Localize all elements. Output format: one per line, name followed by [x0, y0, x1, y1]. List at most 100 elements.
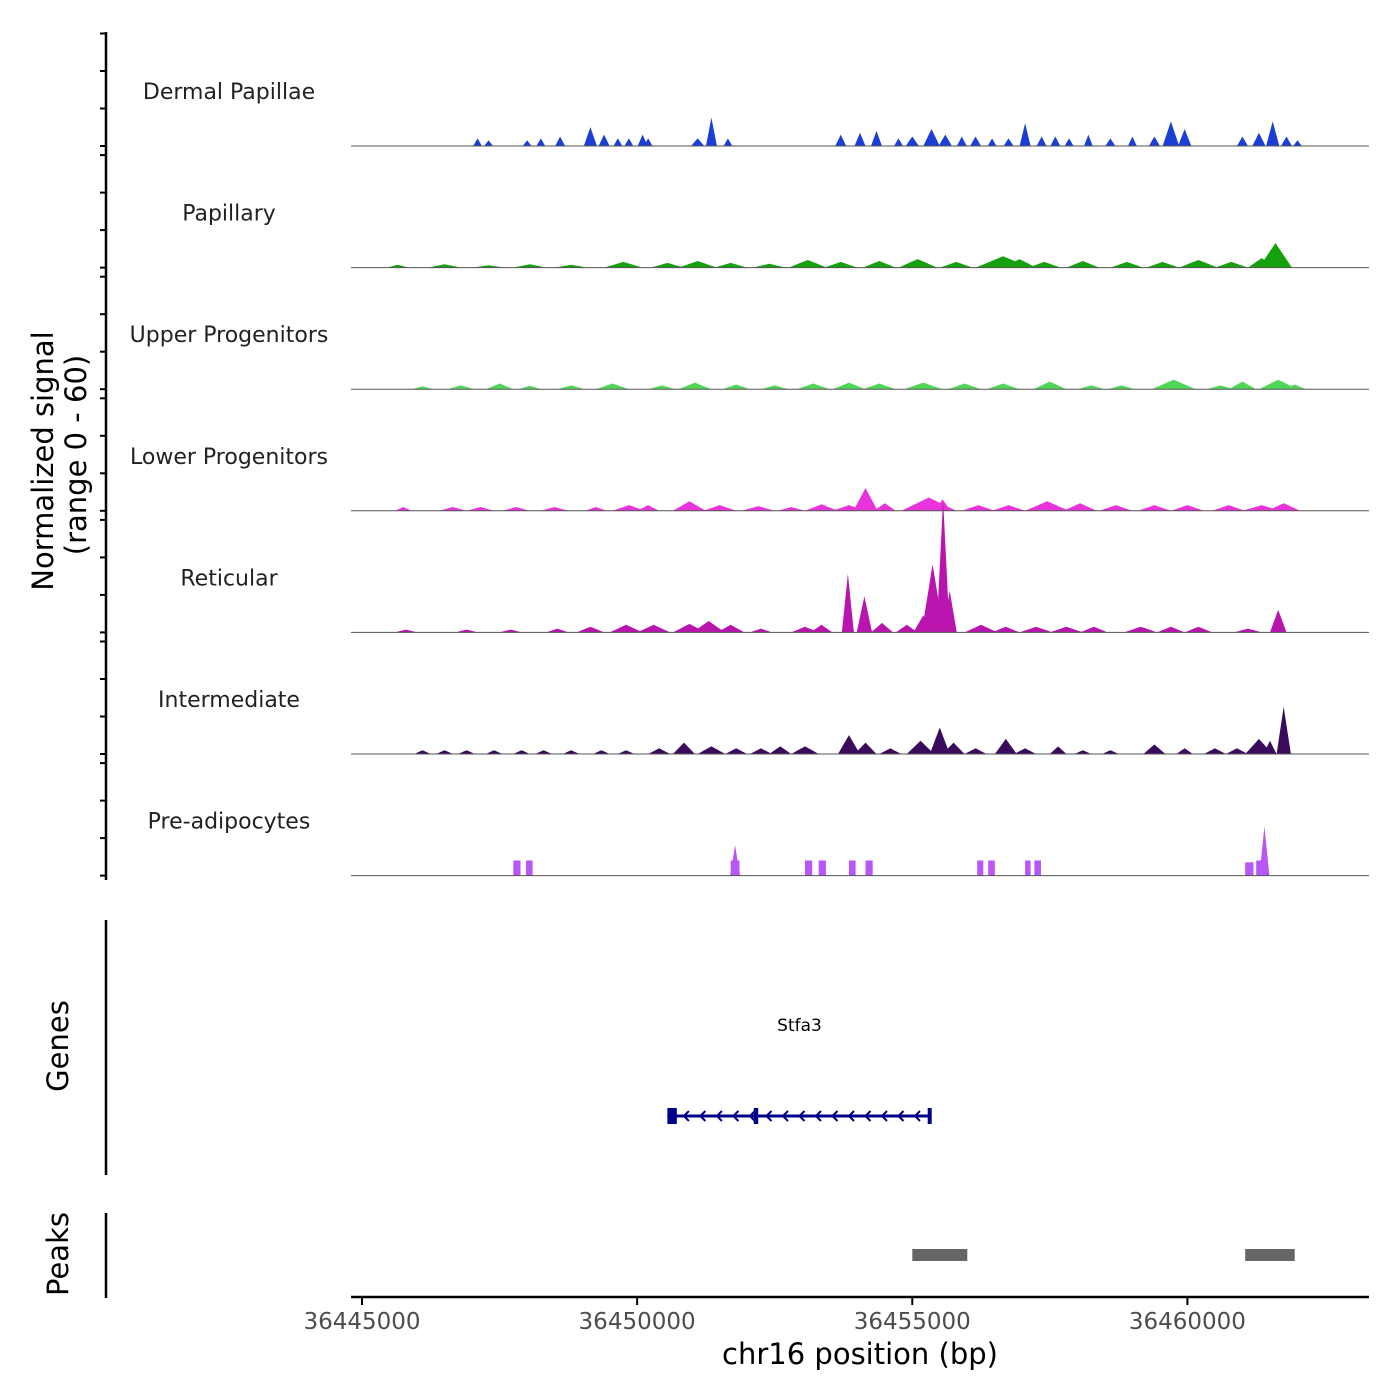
- coverage-peak: [987, 138, 997, 146]
- coverage-peak: [1077, 385, 1105, 390]
- coverage-peak: [1049, 746, 1067, 754]
- coverage-spike: [730, 845, 741, 876]
- strand-arrow: [781, 1110, 789, 1122]
- coverage-peak: [752, 263, 786, 268]
- coverage-peak: [1124, 626, 1158, 633]
- peak-region: [1245, 1249, 1295, 1261]
- coverage-peak: [761, 385, 789, 390]
- coverage-peak: [923, 129, 940, 146]
- coverage-peak: [1228, 381, 1257, 390]
- coverage-peak: [513, 264, 547, 268]
- coverage-peak: [613, 138, 623, 146]
- coverage-peak: [637, 624, 671, 633]
- track-pre-adipocytes: Pre-adipocytes: [148, 810, 1369, 877]
- coverage-peak: [1214, 261, 1248, 268]
- coverage-peak: [540, 507, 569, 511]
- coverage-peak: [796, 383, 830, 390]
- coverage-peak: [643, 138, 653, 146]
- coverage-peak: [1146, 261, 1180, 268]
- coverage-peak: [1063, 503, 1097, 511]
- track-lower-progenitors: Lower Progenitors: [130, 445, 1369, 512]
- coverage-peak: [617, 750, 635, 754]
- coverage-peak: [436, 750, 453, 754]
- coverage-peak: [904, 382, 943, 390]
- coverage-peak: [1281, 136, 1292, 146]
- gene-exon: [927, 1108, 932, 1124]
- coverage-peak: [557, 385, 585, 390]
- coverage-peak: [1157, 626, 1185, 633]
- coverage-peak: [723, 138, 733, 146]
- coverage-block: [865, 860, 873, 876]
- gene-model-stfa3: Stfa3: [667, 1016, 932, 1124]
- coverage-peak: [428, 264, 462, 268]
- coverage-peak: [485, 383, 514, 390]
- coverage-peak: [1036, 136, 1047, 146]
- coverage-peak: [411, 386, 434, 390]
- coverage-peak: [455, 629, 478, 633]
- coverage-peak: [1206, 385, 1235, 390]
- coverage-block: [805, 860, 813, 876]
- coverage-peak: [624, 138, 634, 146]
- strand-arrow: [831, 1110, 839, 1122]
- coverage-peak: [956, 136, 967, 146]
- coverage-peak: [502, 507, 530, 511]
- coverage-peak: [906, 740, 935, 754]
- x-axis-ticks: 36445000 36450000 36455000 36460000: [303, 1297, 1246, 1335]
- coverage-peak: [714, 262, 748, 268]
- coverage-peak: [1176, 748, 1193, 754]
- coverage-peak: [994, 738, 1017, 754]
- coverage-peak: [898, 259, 937, 268]
- coverage-peak: [672, 501, 706, 511]
- coverage-peak: [856, 596, 873, 633]
- coverage-peak: [862, 383, 896, 390]
- coverage-peak: [1252, 132, 1266, 146]
- coverage-peak: [1019, 626, 1053, 633]
- coverage-peak: [697, 746, 726, 754]
- coverage-peak: [879, 748, 902, 754]
- coverage-peak: [934, 499, 951, 511]
- coverage-peak: [678, 261, 717, 268]
- strand-arrow: [864, 1110, 872, 1122]
- coverage-peak: [824, 261, 858, 268]
- coverage-peak: [832, 382, 866, 390]
- coverage-block: [526, 860, 533, 876]
- gene-exon: [753, 1108, 759, 1124]
- coverage-peak: [395, 629, 417, 633]
- coverage-peak: [1258, 243, 1292, 268]
- coverage-peak: [1110, 261, 1144, 268]
- coverage-peak: [583, 127, 597, 146]
- coverage-peak: [513, 750, 530, 754]
- coverage-peak: [871, 622, 893, 633]
- coverage-peak: [791, 746, 819, 754]
- coverage-peak: [499, 629, 522, 633]
- coverage-peak: [853, 488, 878, 511]
- coverage-block: [1245, 862, 1254, 876]
- coverage-peak: [805, 504, 838, 511]
- coverage-peak: [612, 505, 646, 511]
- coverage-peak: [604, 261, 643, 268]
- coverage-peak: [473, 138, 482, 146]
- coverage-peak: [871, 130, 882, 146]
- coverage-peak: [1151, 379, 1196, 390]
- x-tick-label: 36450000: [579, 1309, 696, 1335]
- coverage-peak: [970, 136, 982, 146]
- coverage-peak: [458, 750, 475, 754]
- strand-arrow: [765, 1110, 773, 1122]
- coverage-peak: [692, 621, 726, 633]
- coverage-spike: [1259, 826, 1270, 876]
- coverage-peak: [1105, 138, 1116, 146]
- coverage-peak: [576, 626, 605, 633]
- strand-arrow: [682, 1110, 690, 1122]
- peaks-y-axis-title: Peaks: [41, 1212, 75, 1296]
- coverage-peak: [841, 573, 854, 633]
- coverage-peak: [1143, 744, 1166, 754]
- coverage-peak: [788, 260, 827, 268]
- coverage-peak: [1137, 505, 1171, 511]
- coverage-peak: [964, 624, 998, 633]
- coverage-y-axis: [100, 32, 108, 880]
- coverage-peak: [609, 624, 643, 633]
- coverage-peak: [1212, 505, 1246, 511]
- coverage-peak: [1019, 123, 1031, 146]
- track-label-dermal-papillae: Dermal Papillae: [143, 80, 315, 105]
